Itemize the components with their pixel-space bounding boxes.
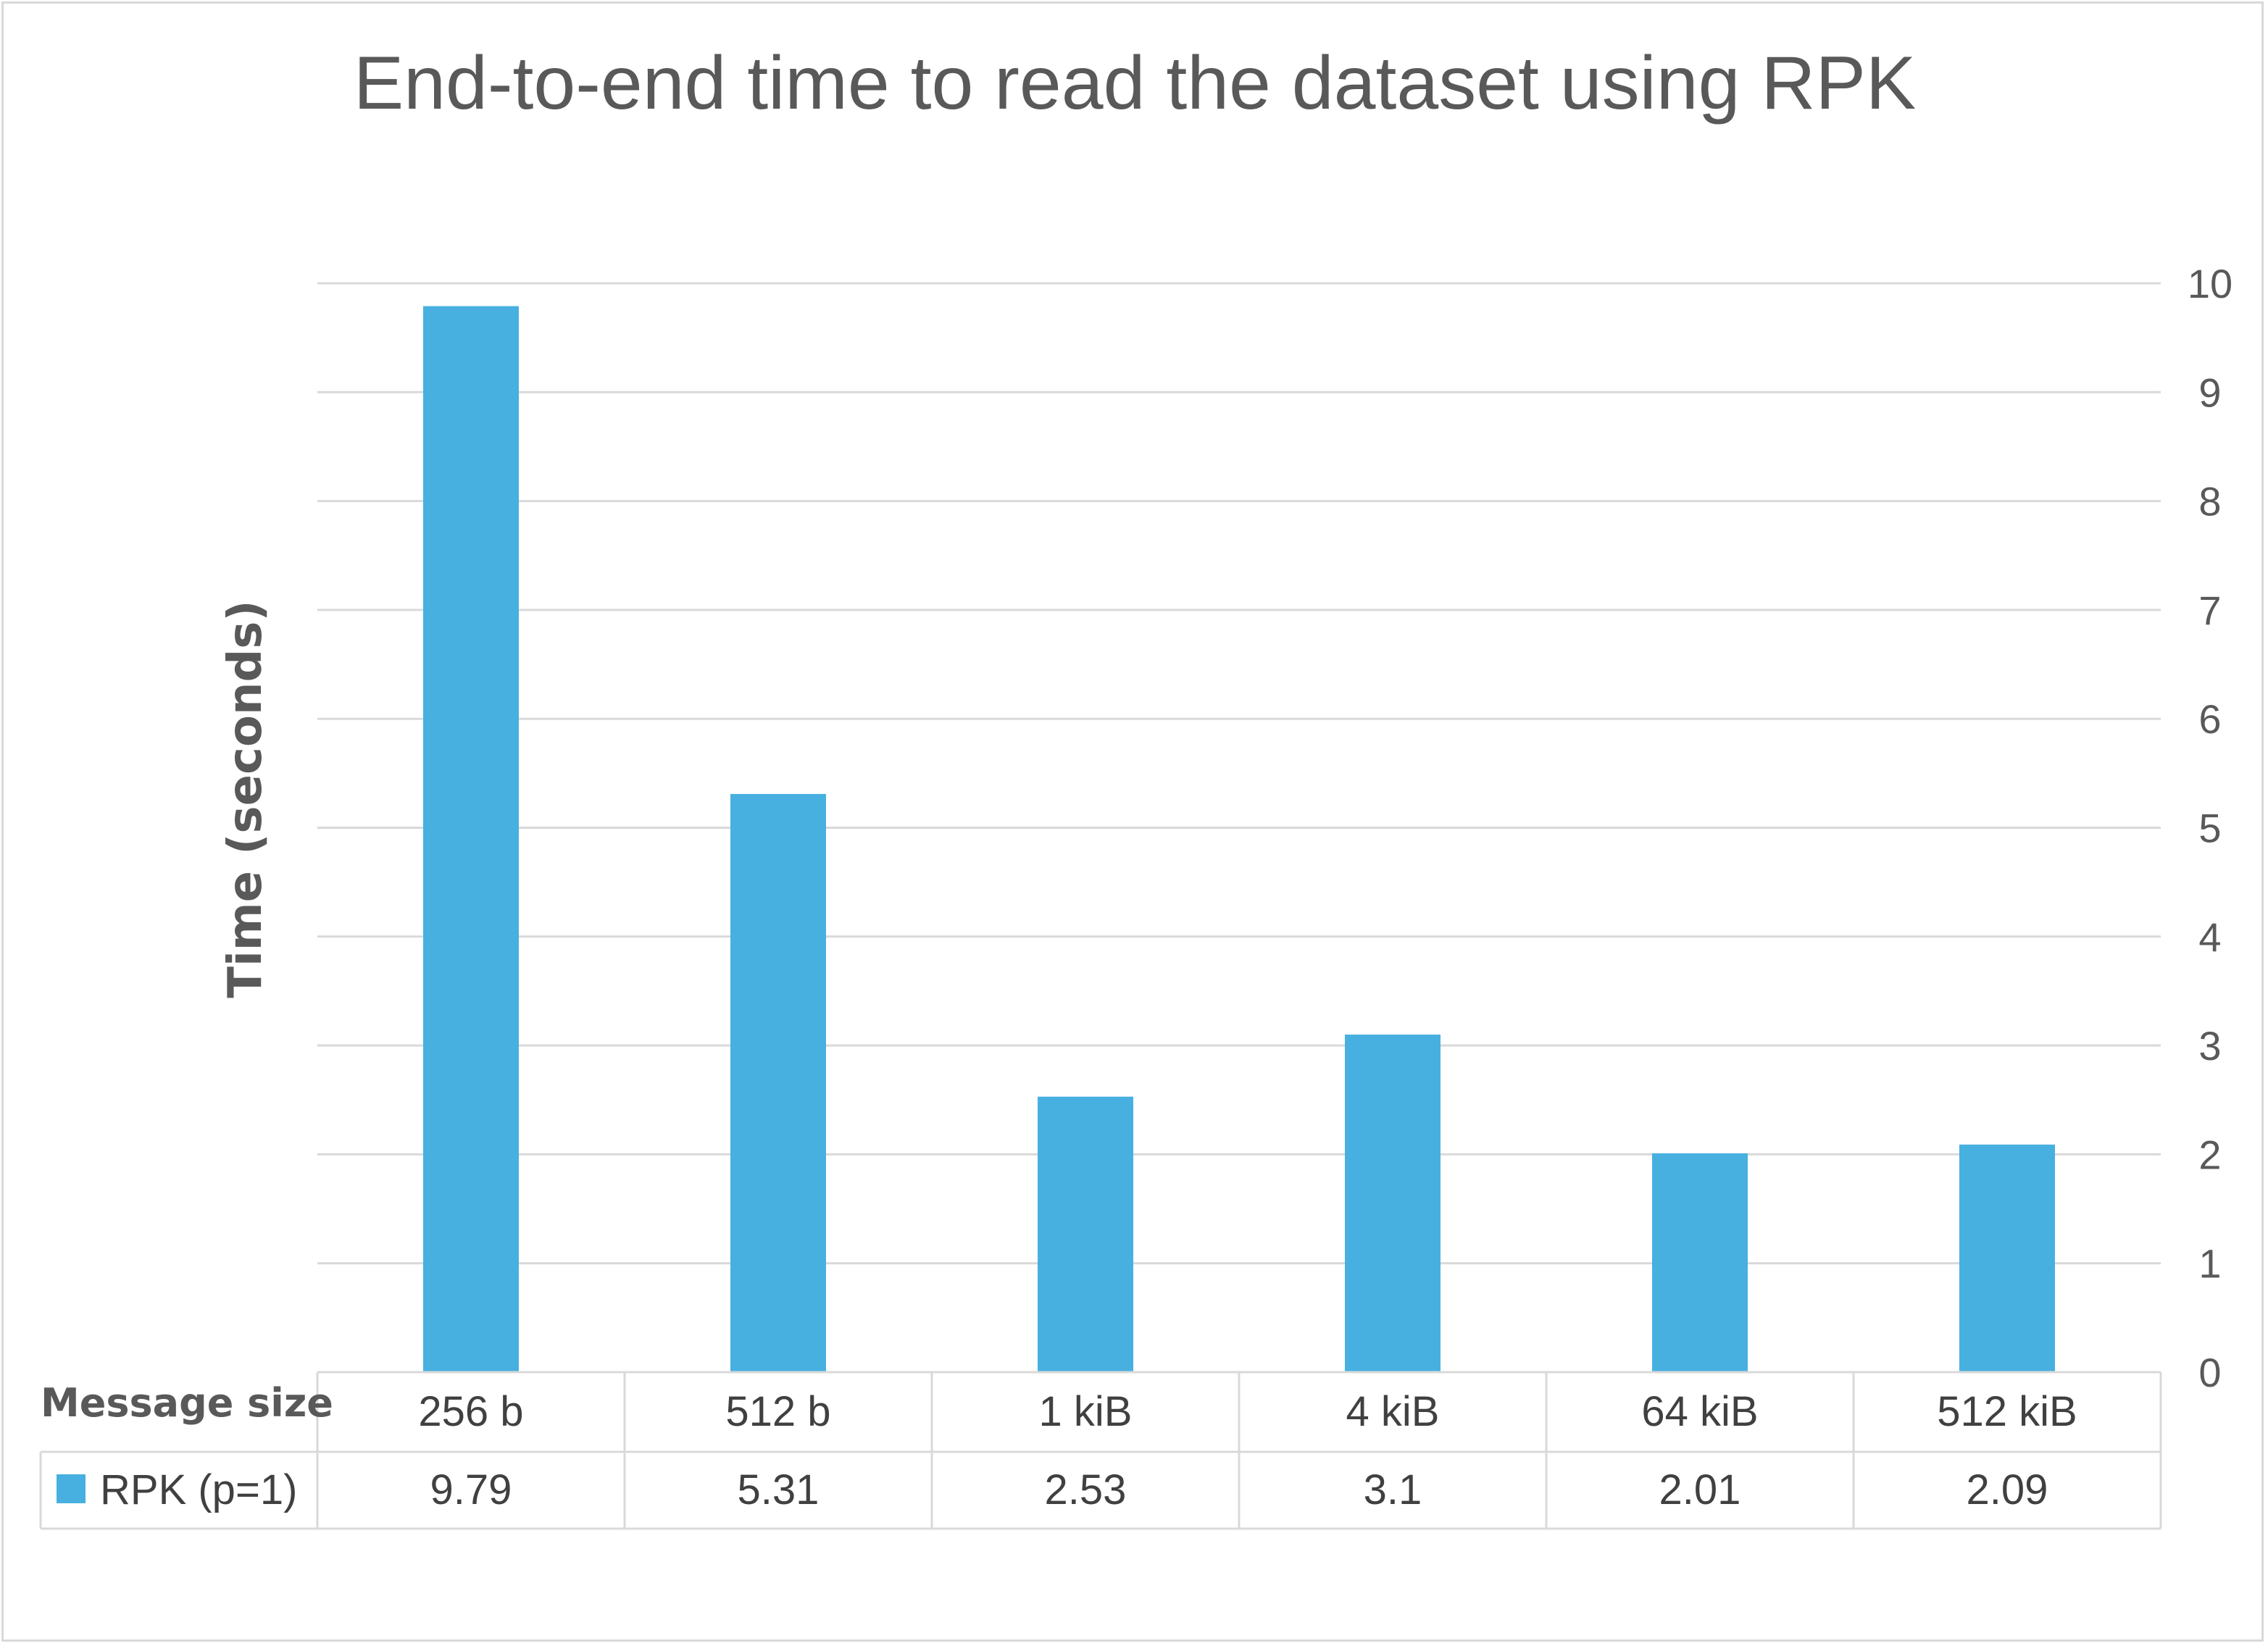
category-label: 64 kiB: [1641, 1388, 1758, 1435]
y-tick-label: 7: [2198, 588, 2221, 633]
y-tick-label: 9: [2198, 369, 2221, 415]
bar: [1038, 1096, 1133, 1372]
y-tick-label: 6: [2198, 696, 2221, 742]
category-label: 512 b: [725, 1388, 830, 1435]
y-axis-label: Time (seconds): [219, 600, 272, 998]
bar: [730, 793, 826, 1372]
data-value-label: 3.1: [1364, 1466, 1422, 1513]
bars: [423, 306, 2055, 1372]
bar: [423, 306, 519, 1372]
y-tick-label: 0: [2198, 1350, 2221, 1395]
data-value-label: 2.53: [1045, 1466, 1127, 1513]
legend-swatch: [57, 1474, 86, 1503]
y-tick-label: 5: [2198, 806, 2221, 851]
data-value-label: 2.09: [1967, 1466, 2048, 1513]
data-value-label: 9.79: [430, 1466, 512, 1513]
category-label: 512 kiB: [1937, 1388, 2077, 1435]
chart-title: End-to-end time to read the dataset usin…: [354, 41, 1916, 125]
bar: [1652, 1153, 1748, 1372]
y-tick-label: 8: [2198, 479, 2221, 525]
data-value-label: 2.01: [1659, 1466, 1741, 1513]
data-table: Message size RPK (p=1) 256 b 9.79 512 b 5.31 1…: [39, 1371, 2162, 1530]
data-value-label: 5.31: [738, 1466, 820, 1513]
bar: [1345, 1035, 1441, 1372]
y-tick-label: 10: [2188, 261, 2232, 306]
y-axis-ticks: 0 1 2 3 4 5 6 7 8 9 10: [2188, 261, 2232, 1395]
category-label: 4 kiB: [1346, 1388, 1440, 1435]
category-label: 1 kiB: [1039, 1388, 1133, 1435]
legend-label: RPK (p=1): [100, 1466, 297, 1513]
gridlines: [317, 282, 2161, 1265]
y-tick-label: 2: [2198, 1132, 2221, 1177]
y-tick-label: 3: [2198, 1023, 2221, 1069]
table-header-label: Message size: [41, 1380, 333, 1426]
bar: [1959, 1144, 2055, 1372]
category-label: 256 b: [418, 1388, 523, 1435]
y-tick-label: 4: [2198, 914, 2221, 960]
y-tick-label: 1: [2198, 1241, 2221, 1287]
